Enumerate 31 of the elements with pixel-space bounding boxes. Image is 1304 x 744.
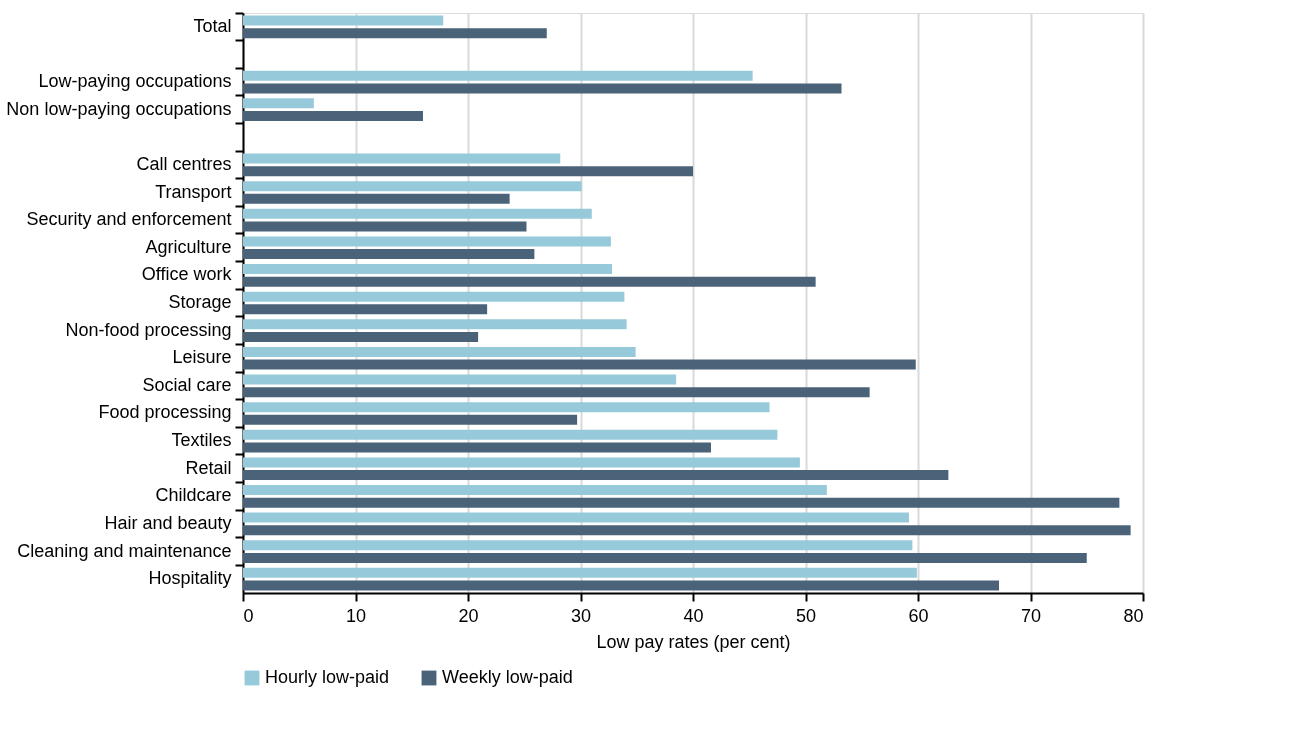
y-tick-label: Total [193,15,232,36]
x-axis-title: Low pay rates (per cent) [596,631,791,652]
x-tick-label: 30 [570,605,592,626]
y-tick-label: Transport [155,181,232,202]
y-tick-label: Childcare [155,485,232,506]
y-tick-label: Storage [168,292,232,312]
x-tick-label: 70 [1020,605,1042,626]
y-tick-label: Office work [141,264,233,285]
y-tick-label: Non-food processing [65,319,232,340]
y-tick-label: Hair and beauty [104,512,232,533]
x-tick-label: 20 [458,605,479,626]
legend-label: Hourly low-paid [265,667,390,687]
y-tick-label: Leisure [172,347,232,368]
y-tick-label: Low-paying occupations [38,71,232,92]
y-tick-label: Call centres [136,153,232,174]
legend-label: Weekly low-paid [442,667,573,687]
y-tick-label: Cleaning and maintenance [17,540,232,561]
x-tick-label: 10 [345,605,367,626]
y-tick-label: Retail [185,457,232,478]
y-tick-label: Security and enforcement [26,209,232,230]
y-tick-label: Agriculture [145,236,232,257]
y-tick-label: Textiles [171,430,232,451]
x-tick-label: 50 [795,605,817,626]
x-tick-label: 60 [908,605,929,626]
x-tick-label: 40 [683,605,704,626]
y-tick-label: Food processing [98,402,232,423]
x-tick-label: 0 [243,605,254,626]
y-tick-label: Social care [142,374,232,395]
x-tick-label: 80 [1123,605,1144,626]
y-tick-label: Non low-paying occupations [6,98,232,119]
y-tick-label: Hospitality [148,568,232,589]
